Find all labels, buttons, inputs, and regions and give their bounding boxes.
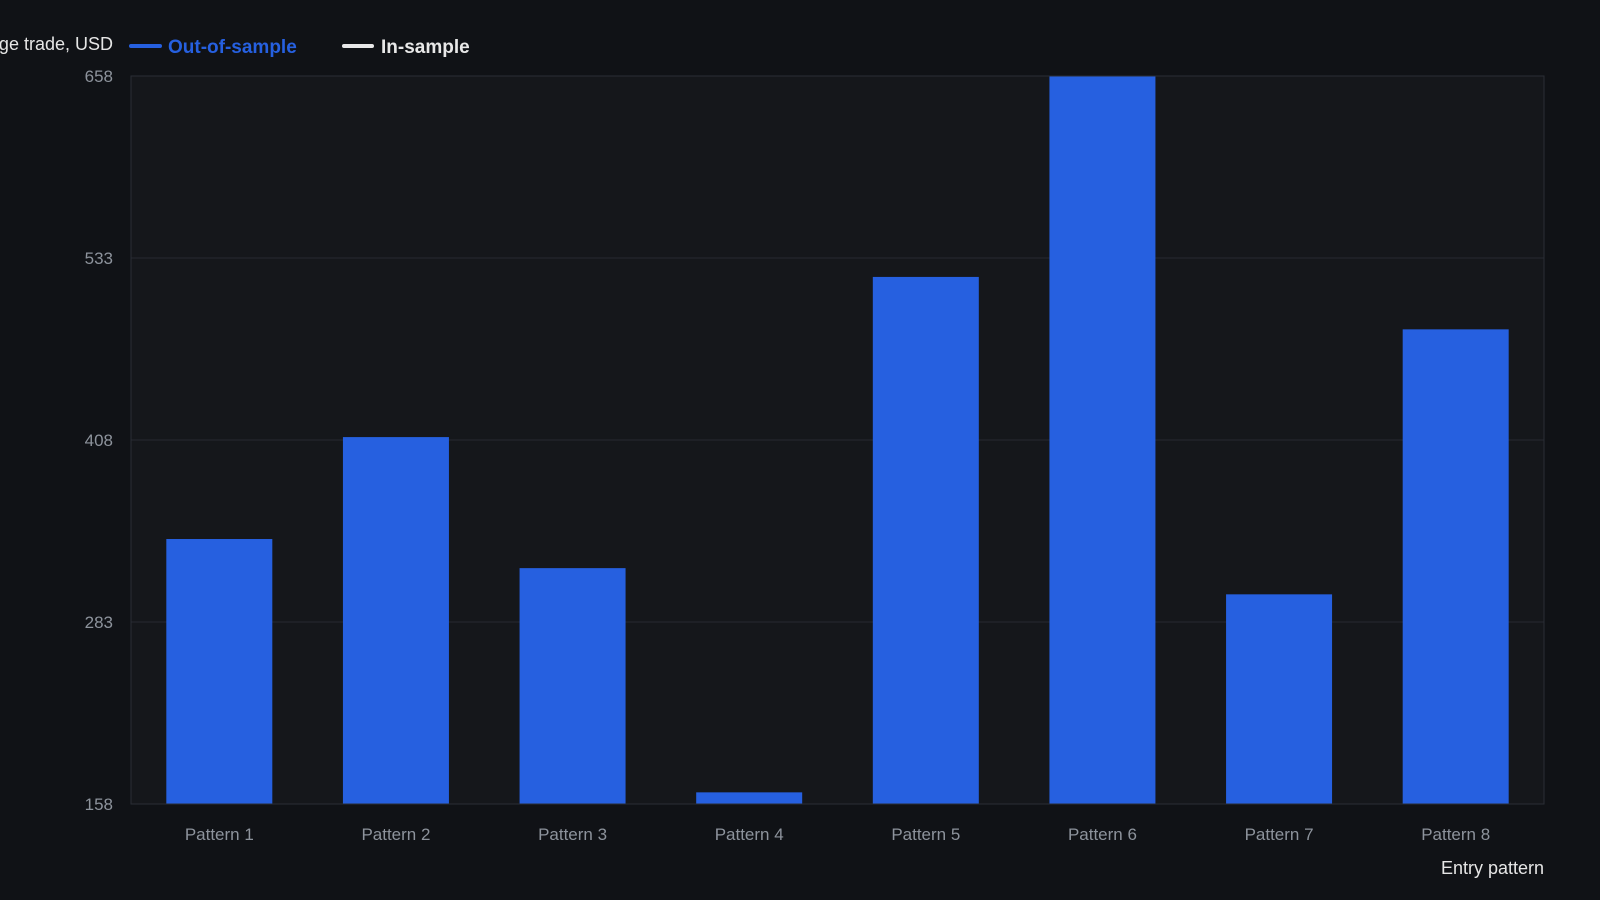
x-tick-label: Pattern 5	[891, 825, 960, 844]
bar-pattern-4[interactable]	[696, 792, 803, 804]
y-tick-label: 408	[85, 431, 113, 450]
y-tick-label: 533	[85, 249, 113, 268]
y-axis-ticks: 158 283 408 533 658	[85, 67, 113, 814]
legend-item-in-sample[interactable]: In-sample	[342, 37, 470, 58]
x-tick-label: Pattern 7	[1245, 825, 1314, 844]
bar-pattern-7[interactable]	[1226, 594, 1333, 804]
bar-pattern-1[interactable]	[166, 539, 273, 804]
y-axis-label: Average trade, USD	[0, 34, 113, 54]
x-axis-ticks: Pattern 1 Pattern 2 Pattern 3 Pattern 4 Patt…	[185, 825, 1490, 844]
bars	[166, 76, 1509, 805]
x-tick-label: Pattern 8	[1421, 825, 1490, 844]
x-tick-label: Pattern 6	[1068, 825, 1137, 844]
y-tick-label: 158	[85, 795, 113, 814]
x-axis-label: Entry pattern	[1441, 858, 1544, 878]
legend-label-in-sample: In-sample	[381, 37, 470, 58]
bar-pattern-3[interactable]	[519, 568, 626, 804]
legend: Out-of-sample In-sample	[129, 37, 470, 58]
x-tick-label: Pattern 4	[715, 825, 784, 844]
bar-pattern-5[interactable]	[872, 276, 979, 805]
plot-frame	[130, 75, 1545, 805]
x-tick-label: Pattern 1	[185, 825, 254, 844]
legend-item-out-of-sample[interactable]: Out-of-sample	[129, 37, 297, 58]
x-tick-label: Pattern 2	[361, 825, 430, 844]
bar-pattern-2[interactable]	[342, 437, 449, 804]
y-tick-label: 283	[85, 613, 113, 632]
bar-pattern-8[interactable]	[1402, 329, 1509, 804]
x-tick-label: Pattern 3	[538, 825, 607, 844]
bar-pattern-6[interactable]	[1049, 76, 1156, 804]
y-tick-label: 658	[85, 67, 113, 86]
legend-label-out-of-sample: Out-of-sample	[168, 37, 297, 58]
